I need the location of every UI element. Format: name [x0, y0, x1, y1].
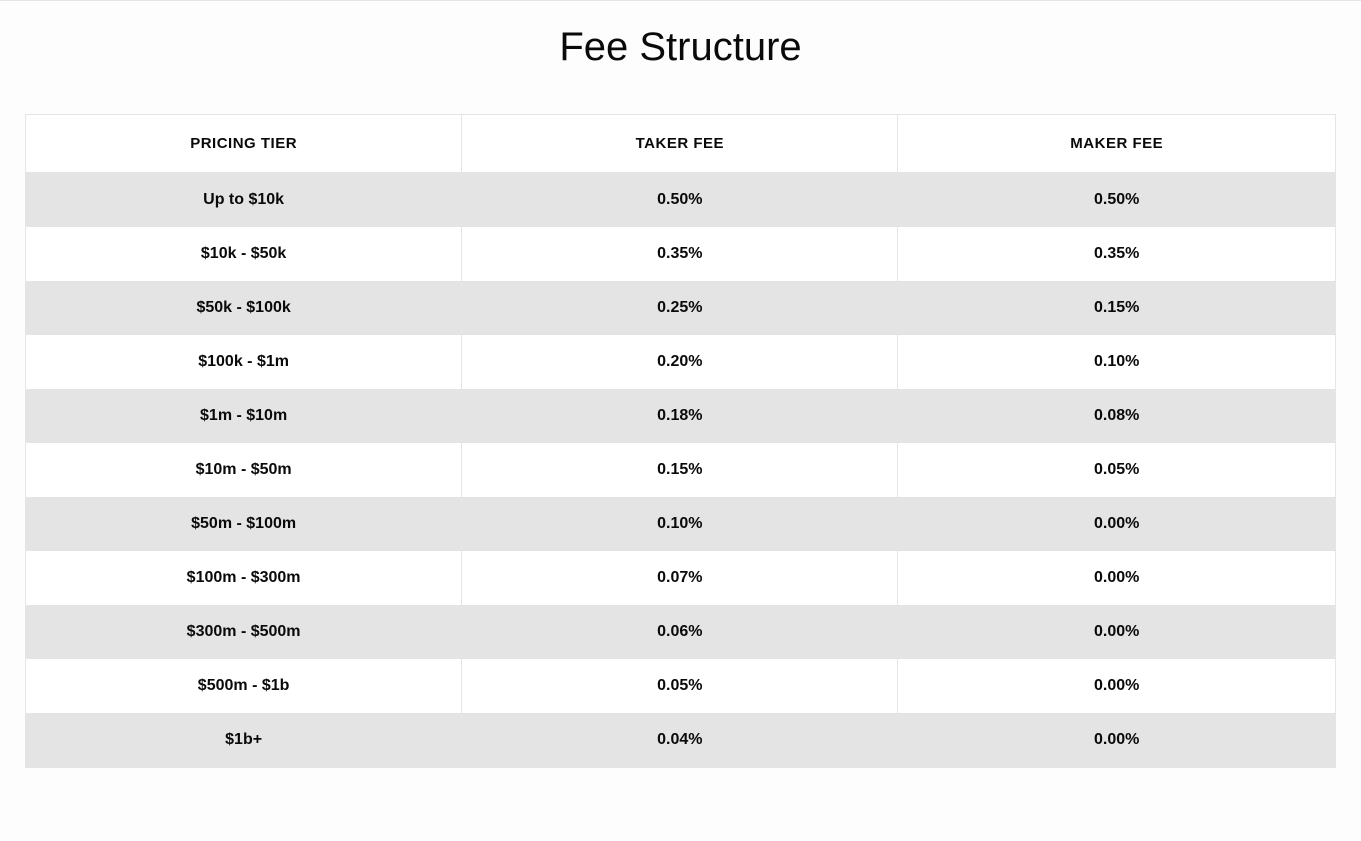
table-cell: $100m - $300m — [26, 551, 462, 605]
table-row: $100k - $1m0.20%0.10% — [26, 335, 1336, 389]
table-cell: $500m - $1b — [26, 659, 462, 713]
table-cell: $50m - $100m — [26, 497, 462, 551]
table-cell: 0.07% — [462, 551, 898, 605]
table-cell: 0.00% — [898, 659, 1336, 713]
table-row: $300m - $500m0.06%0.00% — [26, 605, 1336, 659]
table-cell: 0.00% — [898, 497, 1336, 551]
table-cell: 0.50% — [462, 173, 898, 228]
table-cell: $1b+ — [26, 713, 462, 768]
table-cell: $1m - $10m — [26, 389, 462, 443]
col-header-taker-fee: TAKER FEE — [462, 115, 898, 173]
table-cell: 0.05% — [462, 659, 898, 713]
table-cell: 0.15% — [898, 281, 1336, 335]
table-cell: 0.35% — [462, 227, 898, 281]
fee-table: PRICING TIER TAKER FEE MAKER FEE Up to $… — [25, 114, 1336, 768]
table-cell: $100k - $1m — [26, 335, 462, 389]
table-cell: 0.10% — [462, 497, 898, 551]
table-cell: 0.20% — [462, 335, 898, 389]
table-cell: 0.05% — [898, 443, 1336, 497]
table-row: Up to $10k0.50%0.50% — [26, 173, 1336, 228]
table-cell: 0.50% — [898, 173, 1336, 228]
col-header-pricing-tier: PRICING TIER — [26, 115, 462, 173]
table-header-row: PRICING TIER TAKER FEE MAKER FEE — [26, 115, 1336, 173]
table-cell: 0.35% — [898, 227, 1336, 281]
table-cell: 0.10% — [898, 335, 1336, 389]
table-row: $50m - $100m0.10%0.00% — [26, 497, 1336, 551]
table-cell: 0.08% — [898, 389, 1336, 443]
table-cell: 0.00% — [898, 713, 1336, 768]
page-title: Fee Structure — [25, 25, 1336, 70]
table-cell: 0.00% — [898, 551, 1336, 605]
table-cell: 0.18% — [462, 389, 898, 443]
table-row: $10k - $50k0.35%0.35% — [26, 227, 1336, 281]
table-row: $100m - $300m0.07%0.00% — [26, 551, 1336, 605]
table-row: $50k - $100k0.25%0.15% — [26, 281, 1336, 335]
table-body: Up to $10k0.50%0.50%$10k - $50k0.35%0.35… — [26, 173, 1336, 768]
table-cell: $50k - $100k — [26, 281, 462, 335]
page-container: Fee Structure PRICING TIER TAKER FEE MAK… — [0, 1, 1361, 808]
table-cell: Up to $10k — [26, 173, 462, 228]
table-row: $1m - $10m0.18%0.08% — [26, 389, 1336, 443]
col-header-maker-fee: MAKER FEE — [898, 115, 1336, 173]
table-cell: $10k - $50k — [26, 227, 462, 281]
table-cell: 0.15% — [462, 443, 898, 497]
table-cell: 0.06% — [462, 605, 898, 659]
table-row: $1b+0.04%0.00% — [26, 713, 1336, 768]
table-cell: 0.00% — [898, 605, 1336, 659]
table-cell: $10m - $50m — [26, 443, 462, 497]
table-cell: $300m - $500m — [26, 605, 462, 659]
table-row: $10m - $50m0.15%0.05% — [26, 443, 1336, 497]
table-row: $500m - $1b0.05%0.00% — [26, 659, 1336, 713]
table-header: PRICING TIER TAKER FEE MAKER FEE — [26, 115, 1336, 173]
table-cell: 0.04% — [462, 713, 898, 768]
table-cell: 0.25% — [462, 281, 898, 335]
